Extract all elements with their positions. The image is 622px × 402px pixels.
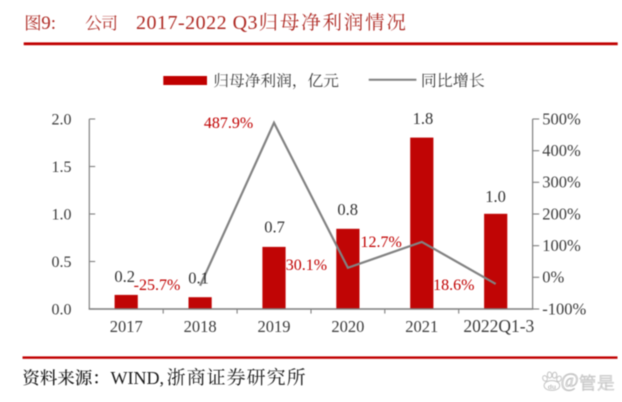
svg-text:@: @: [561, 370, 579, 391]
svg-text:-100%: -100%: [542, 299, 586, 318]
svg-text:du: du: [548, 384, 556, 391]
svg-text:2018: 2018: [184, 317, 217, 336]
svg-text:1.8: 1.8: [413, 109, 434, 128]
svg-text:2019: 2019: [258, 317, 291, 336]
svg-text:2020: 2020: [331, 317, 364, 336]
svg-text:100%: 100%: [542, 236, 581, 255]
svg-text:1.0: 1.0: [52, 206, 72, 223]
svg-text:1.5: 1.5: [52, 159, 72, 176]
svg-text:2021: 2021: [405, 317, 438, 336]
svg-text:2017-2022: 2017-2022: [136, 12, 227, 34]
svg-text:0.5: 0.5: [52, 254, 72, 271]
svg-text:0.0: 0.0: [52, 301, 72, 318]
svg-text:487.9%: 487.9%: [204, 115, 253, 132]
svg-text:0%: 0%: [542, 268, 564, 287]
svg-text:200%: 200%: [542, 204, 581, 223]
svg-text:2017: 2017: [110, 317, 143, 336]
svg-text:1.0: 1.0: [485, 187, 506, 206]
svg-text:Q3: Q3: [233, 12, 258, 34]
svg-text:12.7%: 12.7%: [361, 234, 402, 251]
svg-text:18.6%: 18.6%: [433, 277, 474, 294]
svg-text:300%: 300%: [542, 173, 581, 192]
svg-text:-25.7%: -25.7%: [134, 277, 181, 294]
svg-text:WIND,: WIND,: [111, 368, 164, 388]
svg-text:0.2: 0.2: [114, 267, 135, 286]
svg-text:0.1: 0.1: [188, 269, 209, 288]
svg-text:0.7: 0.7: [264, 218, 285, 237]
svg-text:30.1%: 30.1%: [286, 257, 327, 274]
svg-text:9:: 9:: [41, 13, 56, 34]
svg-text:0.8: 0.8: [337, 200, 358, 219]
svg-text:400%: 400%: [542, 141, 581, 160]
svg-text:2.0: 2.0: [52, 111, 72, 128]
svg-text:2022Q1-3: 2022Q1-3: [463, 316, 534, 336]
svg-text:500%: 500%: [542, 109, 581, 128]
